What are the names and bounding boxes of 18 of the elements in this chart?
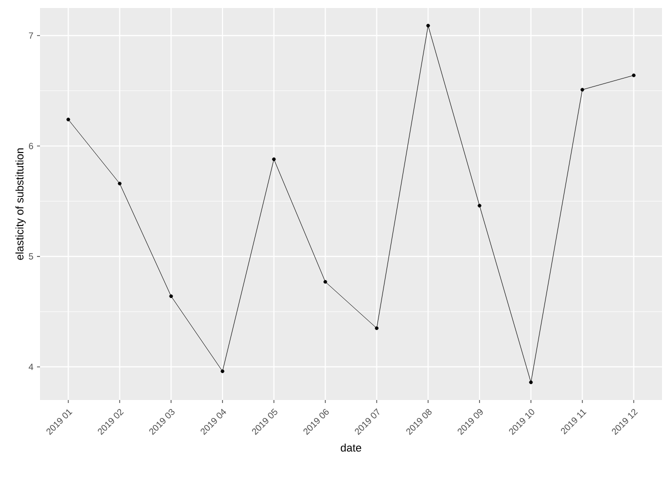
- point: [323, 280, 328, 284]
- point: [478, 204, 482, 208]
- y-tick-label: 7: [28, 32, 34, 39]
- point: [118, 182, 122, 186]
- point: [169, 294, 173, 298]
- point: [220, 369, 224, 374]
- point: [272, 157, 276, 162]
- point: [66, 118, 70, 122]
- y-tick-label: 5: [28, 253, 34, 260]
- y-tick-label: 6: [28, 142, 34, 150]
- point: [426, 24, 430, 28]
- point: [632, 74, 636, 78]
- point: [529, 380, 533, 384]
- x-axis-title: date: [340, 444, 362, 452]
- y-tick-label: 4: [28, 364, 34, 370]
- point: [374, 326, 379, 330]
- point: [580, 88, 584, 92]
- y-axis-title: elasticity of substitution: [15, 148, 26, 260]
